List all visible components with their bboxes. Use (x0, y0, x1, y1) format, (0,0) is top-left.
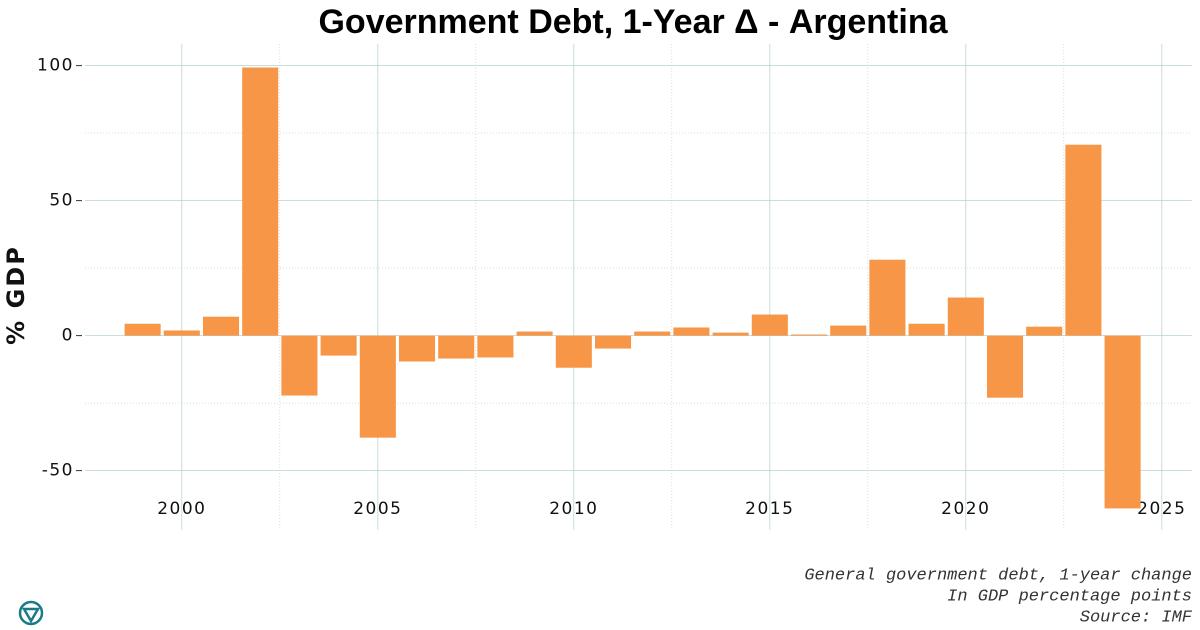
bar (202, 316, 240, 336)
bar (1065, 144, 1102, 336)
bar (163, 330, 200, 336)
bar (320, 335, 357, 356)
bar (908, 323, 945, 336)
bar (790, 334, 828, 336)
y-tick-label: 0 (62, 326, 74, 346)
bar (1104, 335, 1141, 509)
bar (124, 323, 161, 336)
bar (712, 332, 749, 336)
x-tick-label: 2025 (1137, 499, 1186, 519)
x-tick-label: 2010 (549, 499, 598, 519)
bar (986, 335, 1024, 398)
bar (634, 331, 671, 336)
bar (830, 325, 867, 336)
bar (281, 335, 318, 396)
caption: General government debt, 1-year change (804, 566, 1192, 585)
x-tick-label: 2015 (745, 499, 794, 519)
bar (398, 335, 436, 362)
y-tick-label: 100 (37, 56, 74, 76)
caption: Source: IMF (1080, 608, 1193, 627)
y-axis-label: % GDP (2, 245, 30, 345)
x-tick-label: 2000 (157, 499, 206, 519)
bar (438, 335, 475, 359)
bar (673, 327, 710, 336)
bar (242, 67, 279, 336)
bar (359, 335, 396, 438)
x-tick-label: 2005 (353, 499, 402, 519)
bar (477, 335, 514, 358)
bar (594, 335, 632, 349)
y-tick-label: -50 (42, 461, 74, 481)
bar (751, 314, 788, 336)
bar (869, 259, 906, 336)
chart-title: Government Debt, 1-Year Δ - Argentina (318, 3, 948, 41)
x-tick-label: 2020 (941, 499, 990, 519)
bar (947, 297, 984, 336)
bar (1026, 326, 1063, 336)
y-tick-label: 50 (49, 191, 74, 211)
bar (555, 335, 592, 368)
bar (516, 331, 553, 336)
logo (18, 600, 44, 626)
caption: In GDP percentage points (947, 587, 1192, 606)
